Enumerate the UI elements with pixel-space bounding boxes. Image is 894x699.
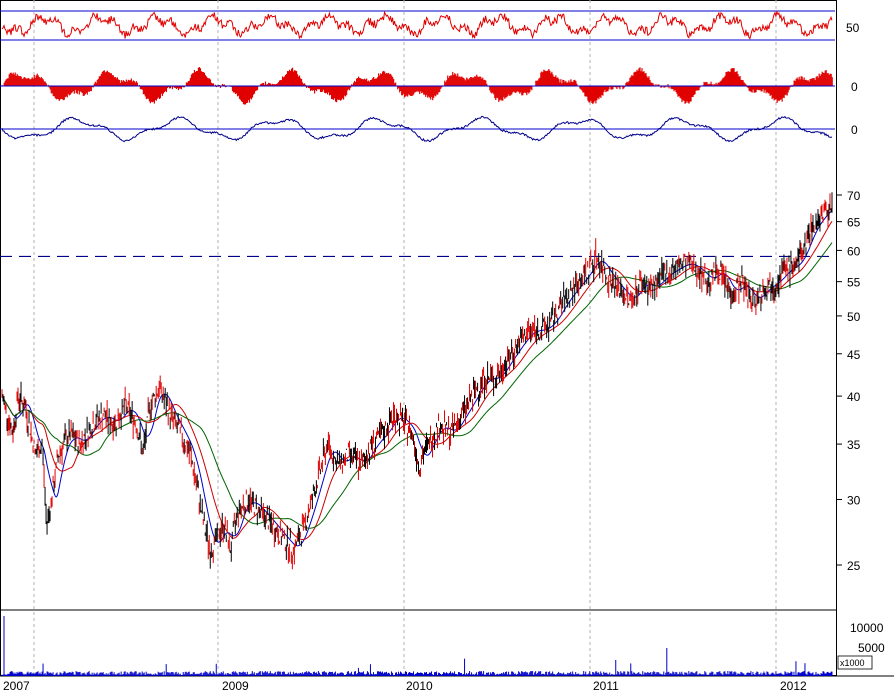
volume-tick-5000: 5000	[858, 641, 885, 655]
price-tick-label: 50	[847, 310, 861, 324]
price-tick-label: 40	[847, 390, 861, 404]
volume-tick-10000: 10000	[850, 621, 884, 635]
price-tick-label: 65	[847, 216, 861, 230]
price-tick-label: 45	[847, 348, 861, 362]
oscillator-panel-1: 50	[0, 11, 860, 40]
price-panel: 25 30 35 40 45 50 55 60 65 70	[0, 189, 861, 573]
volume-bars	[2, 616, 832, 676]
time-axis: 2007 2009 2010 2011 2012	[3, 679, 807, 693]
histogram-bar	[531, 86, 532, 90]
price-axis: 25 30 35 40 45 50 55 60 65 70	[837, 189, 861, 573]
moving-average-line-2	[2, 221, 832, 539]
volume-panel: 10000 5000 x1000	[2, 616, 885, 676]
x-tick-2011: 2011	[593, 679, 619, 693]
osc2-tick-label: 0	[851, 123, 858, 137]
oscillator-panel-2: 0	[0, 116, 858, 141]
price-bars	[2, 192, 832, 569]
price-tick-label: 25	[847, 559, 861, 573]
moving-average-line-1	[2, 211, 832, 546]
histogram-bar	[137, 83, 138, 86]
price-tick-label: 60	[847, 244, 861, 258]
price-tick-label: 70	[847, 189, 861, 203]
price-tick-label: 35	[847, 438, 861, 452]
price-tick-label: 30	[847, 493, 861, 507]
price-tick-label: 55	[847, 276, 861, 290]
histogram-panel: 0	[0, 67, 858, 104]
x-tick-2009: 2009	[222, 679, 249, 693]
x-tick-2007: 2007	[3, 679, 30, 693]
moving-averages	[2, 211, 832, 546]
histogram-bar	[832, 77, 833, 86]
volume-unit-label: x1000	[840, 658, 865, 668]
plot-frame	[1, 1, 837, 676]
osc1-tick-label: 50	[846, 21, 860, 35]
x-tick-2010: 2010	[406, 679, 433, 693]
histogram-tick-label: 0	[851, 80, 858, 94]
histogram-bar	[395, 82, 396, 86]
x-tick-2012: 2012	[780, 679, 807, 693]
vertical-grid	[34, 0, 776, 676]
osc1-series-line	[2, 12, 832, 39]
